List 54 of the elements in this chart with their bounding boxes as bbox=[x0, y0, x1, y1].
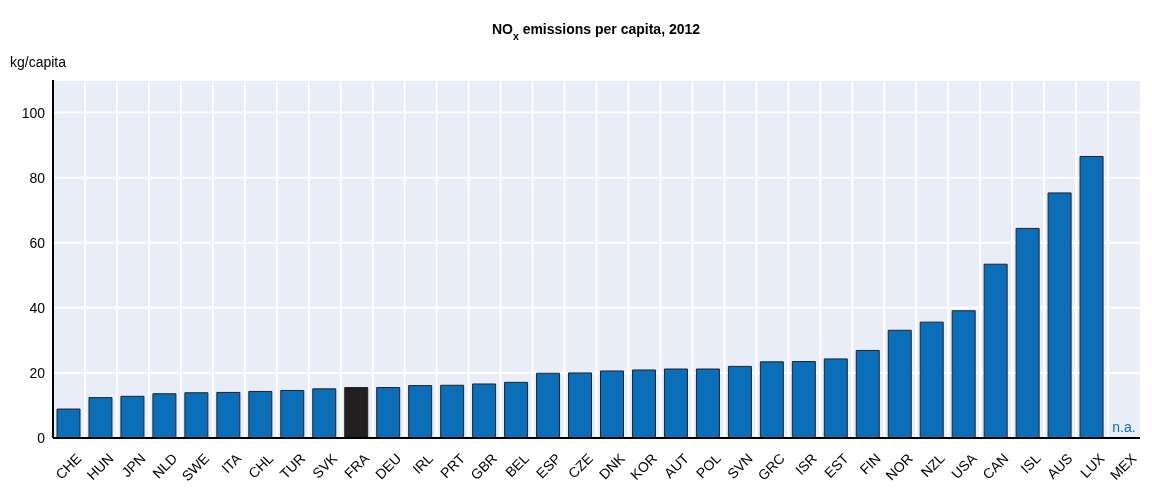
bar bbox=[983, 263, 1008, 438]
bar bbox=[568, 372, 593, 438]
x-tick-label: FRA bbox=[341, 449, 373, 482]
bar bbox=[376, 387, 401, 438]
x-tick-label: ITA bbox=[218, 449, 245, 477]
x-tick-label: NZL bbox=[917, 450, 948, 481]
y-tick-label: 100 bbox=[21, 104, 46, 121]
bar bbox=[216, 391, 241, 438]
bar bbox=[184, 392, 209, 438]
bar bbox=[919, 321, 944, 438]
y-tick-label: 0 bbox=[37, 429, 46, 446]
bar bbox=[248, 390, 273, 438]
x-tick-label: FIN bbox=[856, 450, 884, 478]
x-tick-label: BEL bbox=[502, 450, 533, 481]
y-tick-label: 40 bbox=[29, 299, 46, 316]
bar bbox=[88, 397, 113, 438]
bar bbox=[1015, 227, 1040, 438]
x-tick-label: USA bbox=[947, 449, 981, 482]
x-tick-label: TUR bbox=[276, 450, 309, 482]
bar bbox=[344, 387, 369, 438]
x-tick-label: ISL bbox=[1017, 450, 1044, 477]
bar bbox=[855, 349, 880, 438]
y-tick-label: 60 bbox=[29, 234, 46, 251]
bar bbox=[120, 395, 145, 438]
annotation: n.a. bbox=[1112, 419, 1136, 435]
bar bbox=[951, 310, 976, 438]
bar bbox=[600, 370, 624, 438]
bar bbox=[408, 385, 433, 438]
bar bbox=[152, 393, 177, 438]
bar bbox=[1047, 192, 1072, 438]
bar bbox=[472, 383, 497, 438]
chart-title: NO$_{x}$ emissions per capita, 2012 bbox=[491, 21, 701, 42]
bar bbox=[759, 361, 784, 438]
bar bbox=[727, 365, 752, 438]
bar bbox=[791, 361, 816, 438]
x-tick-label: POL bbox=[692, 450, 725, 482]
y-tick-label: 20 bbox=[29, 364, 46, 381]
bar bbox=[695, 368, 720, 438]
bar bbox=[536, 372, 561, 438]
bar bbox=[1079, 155, 1104, 438]
x-tick-label: CHL bbox=[245, 450, 277, 482]
y-tick-label: 80 bbox=[29, 169, 46, 186]
bar bbox=[280, 389, 305, 438]
bar bbox=[631, 369, 656, 438]
bar bbox=[823, 358, 848, 438]
x-tick-label: IRL bbox=[409, 450, 437, 477]
bar bbox=[504, 381, 529, 438]
bar bbox=[440, 384, 465, 438]
y-axis-title: kg/capita bbox=[10, 54, 67, 70]
bar bbox=[312, 388, 337, 438]
bar bbox=[887, 329, 912, 438]
bar bbox=[663, 368, 688, 438]
x-tick-label: ISR bbox=[791, 450, 820, 478]
bar bbox=[56, 408, 81, 438]
